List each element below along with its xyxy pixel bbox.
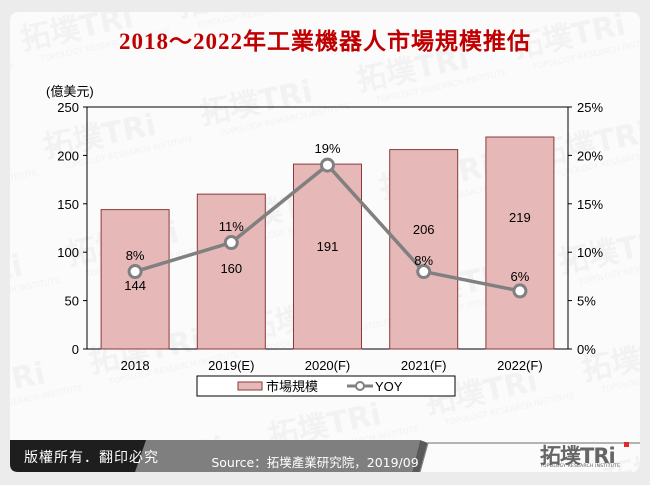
y-tick-label: 250 [57, 100, 79, 115]
yoy-marker [320, 157, 335, 173]
logo-subtitle: TOPOLOGY RESEARCH INSTITUTE [540, 464, 621, 469]
chart-title: 2018～2022年工業機器人市場規模推估 [119, 29, 531, 54]
yoy-marker [127, 264, 143, 280]
legend-line-marker [355, 381, 365, 391]
yoy-marker [512, 283, 528, 299]
bar-2022(F) [485, 136, 555, 350]
x-tick-label: 2019(E) [208, 358, 254, 373]
x-tick-label: 2021(F) [401, 358, 447, 373]
x-tick-label: 2018 [121, 358, 150, 373]
legend-bar-label: 市場規模 [266, 379, 318, 394]
x-tick-label: 2022(F) [497, 358, 543, 373]
bar-2019(E) [196, 193, 266, 350]
yoy-marker [223, 235, 239, 251]
y2-tick-label: 10% [577, 245, 603, 260]
y2-tick-label: 5% [577, 294, 596, 309]
legend-bar-swatch [237, 381, 263, 391]
bar-value-label: 219 [509, 210, 531, 225]
y-tick-label: 100 [57, 245, 79, 260]
y-axis-label: (億美元) [46, 84, 94, 99]
logo-wordmark: 拓墣TRi [540, 444, 616, 468]
source-citation: Source：拓墣產業研究院，2019/09 [211, 455, 419, 470]
bar-2018 [100, 209, 170, 350]
yoy-value-label: 8% [126, 248, 145, 263]
bar-value-label: 191 [317, 239, 339, 254]
bar-value-label: 144 [124, 278, 146, 293]
x-tick-label: 2020(F) [305, 358, 351, 373]
yoy-value-label: 19% [314, 141, 340, 156]
y2-tick-label: 20% [577, 148, 603, 163]
legend-box [196, 375, 456, 397]
y-tick-label: 200 [57, 148, 79, 163]
y2-tick-label: 15% [577, 197, 603, 212]
logo-red-dot [624, 442, 629, 447]
y-tick-label: 0 [72, 342, 79, 357]
copyright-notice: 版權所有．翻印必究 [24, 450, 159, 466]
y-tick-label: 50 [65, 294, 79, 309]
y2-tick-label: 0% [577, 342, 596, 357]
yoy-marker [416, 264, 432, 280]
yoy-value-label: 6% [511, 269, 530, 284]
bar-2021(F) [389, 149, 459, 350]
bar-value-label: 206 [413, 222, 435, 237]
bar-2020(F) [293, 163, 362, 350]
tri-logo: 拓墣TRi TOPOLOGY RESEARCH INSTITUTE [540, 440, 635, 470]
yoy-value-label: 8% [414, 253, 433, 268]
yoy-value-label: 11% [219, 219, 244, 234]
bar-value-label: 160 [220, 261, 242, 276]
y2-tick-label: 25% [577, 100, 603, 115]
y-tick-label: 150 [57, 197, 79, 212]
legend-line-label: YOY [375, 379, 403, 394]
